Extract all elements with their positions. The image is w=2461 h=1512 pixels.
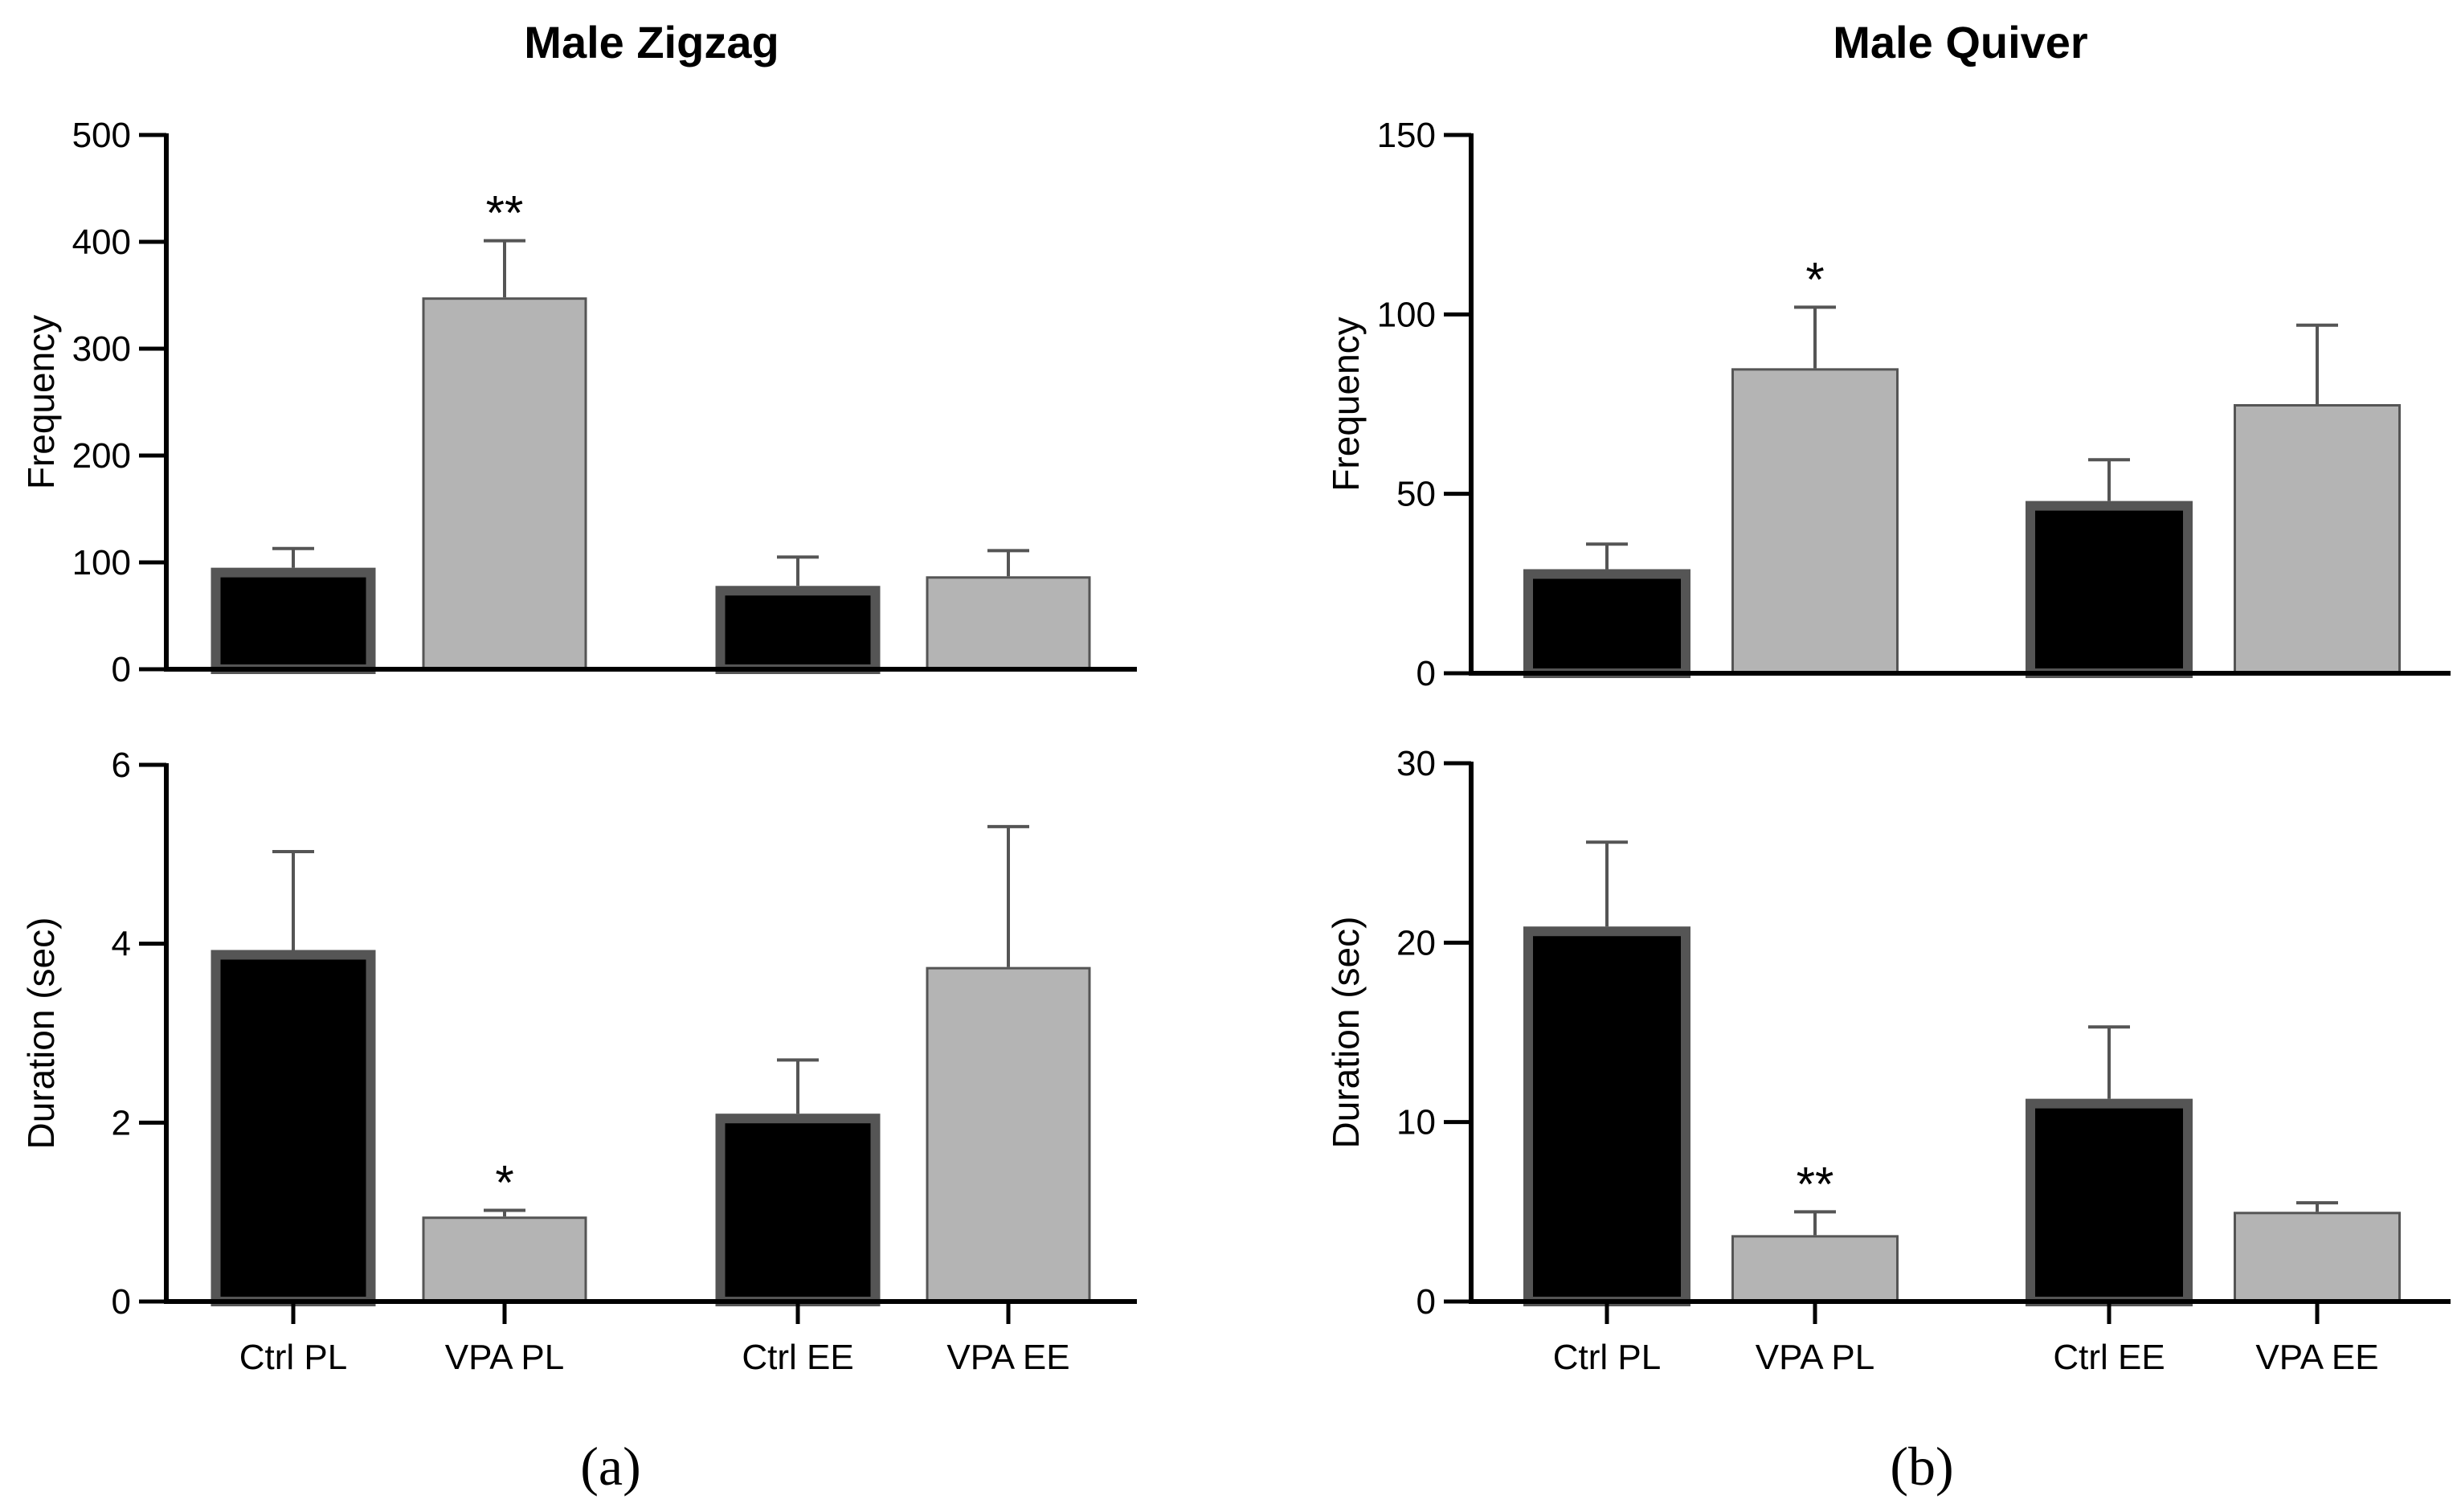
bar-1 bbox=[422, 297, 587, 671]
y-tick-label-0: 0 bbox=[1417, 1282, 1436, 1322]
bar-2 bbox=[715, 586, 881, 675]
y-tick-label-100: 100 bbox=[72, 543, 131, 582]
y-tick-label-10: 10 bbox=[1396, 1103, 1436, 1142]
significance-marker-1: * bbox=[1805, 252, 1824, 306]
chart-male-zigzag-frequency: Male Zigzag ** 0 100 200 300 400 500 Frequency bbox=[20, 17, 1137, 689]
y-tick-label-400: 400 bbox=[72, 223, 131, 262]
y-tick-label-100: 100 bbox=[1377, 295, 1436, 334]
y-tick-label-0: 0 bbox=[112, 650, 131, 689]
x-category-label-0: Ctrl PL bbox=[239, 1338, 347, 1377]
bar-2 bbox=[2026, 1098, 2193, 1306]
bar-3 bbox=[926, 966, 1091, 1303]
panel-label-b: (b) bbox=[1890, 1436, 1953, 1497]
significance-marker-1: * bbox=[495, 1155, 513, 1209]
bar-1 bbox=[1731, 1235, 1899, 1303]
chart-title: Male Zigzag bbox=[524, 17, 779, 67]
bar-2 bbox=[715, 1114, 881, 1306]
chart-male-zigzag-duration: * 0 2 4 6 Ctrl PL VPA PL Ctrl EE VPA EE Duration … bbox=[20, 746, 1137, 1377]
y-tick-label-0: 0 bbox=[1417, 654, 1436, 693]
x-category-label-2: Ctrl EE bbox=[742, 1338, 853, 1377]
y-tick-label-200: 200 bbox=[72, 436, 131, 476]
bar-1 bbox=[422, 1216, 587, 1303]
y-axis-title: Duration (sec) bbox=[20, 917, 62, 1150]
y-tick-label-50: 50 bbox=[1396, 475, 1436, 514]
y-tick-label-30: 30 bbox=[1396, 744, 1436, 783]
bar-0 bbox=[211, 567, 376, 675]
x-category-label-1: VPA PL bbox=[445, 1338, 564, 1377]
bar-3 bbox=[926, 576, 1091, 671]
bar-3 bbox=[2234, 404, 2401, 675]
panel-label-a: (a) bbox=[580, 1436, 640, 1497]
y-tick-label-300: 300 bbox=[72, 329, 131, 369]
y-axis-title: Frequency bbox=[1325, 317, 1367, 491]
x-category-label-0: Ctrl PL bbox=[1553, 1338, 1661, 1377]
chart-title: Male Quiver bbox=[1833, 17, 2087, 67]
y-tick-label-20: 20 bbox=[1396, 923, 1436, 962]
bar-2 bbox=[2026, 501, 2193, 678]
y-tick-label-150: 150 bbox=[1377, 116, 1436, 155]
y-tick-label-6: 6 bbox=[112, 746, 131, 785]
bar-0 bbox=[1523, 569, 1690, 679]
significance-marker-1: ** bbox=[1797, 1157, 1834, 1211]
x-category-label-2: Ctrl EE bbox=[2053, 1338, 2165, 1377]
y-axis-title: Frequency bbox=[20, 315, 62, 489]
x-category-label-1: VPA PL bbox=[1756, 1338, 1874, 1377]
x-category-label-3: VPA EE bbox=[2255, 1338, 2378, 1377]
x-category-label-3: VPA EE bbox=[946, 1338, 1069, 1377]
chart-male-quiver-frequency: Male Quiver * 0 50 100 150 Frequency bbox=[1325, 17, 2451, 693]
bar-1 bbox=[1731, 368, 1899, 675]
y-tick-label-4: 4 bbox=[112, 925, 131, 964]
bar-3 bbox=[2234, 1212, 2401, 1303]
bar-0 bbox=[211, 950, 376, 1306]
y-tick-label-2: 2 bbox=[112, 1103, 131, 1142]
y-tick-label-500: 500 bbox=[72, 116, 131, 155]
significance-marker-1: ** bbox=[486, 186, 524, 240]
bar-0 bbox=[1523, 926, 1690, 1306]
y-tick-label-0: 0 bbox=[112, 1282, 131, 1322]
y-axis-title: Duration (sec) bbox=[1325, 917, 1367, 1149]
chart-male-quiver-duration: ** 0 10 20 30 Ctrl PL VPA PL Ctrl EE VPA EE Durat… bbox=[1325, 744, 2451, 1377]
